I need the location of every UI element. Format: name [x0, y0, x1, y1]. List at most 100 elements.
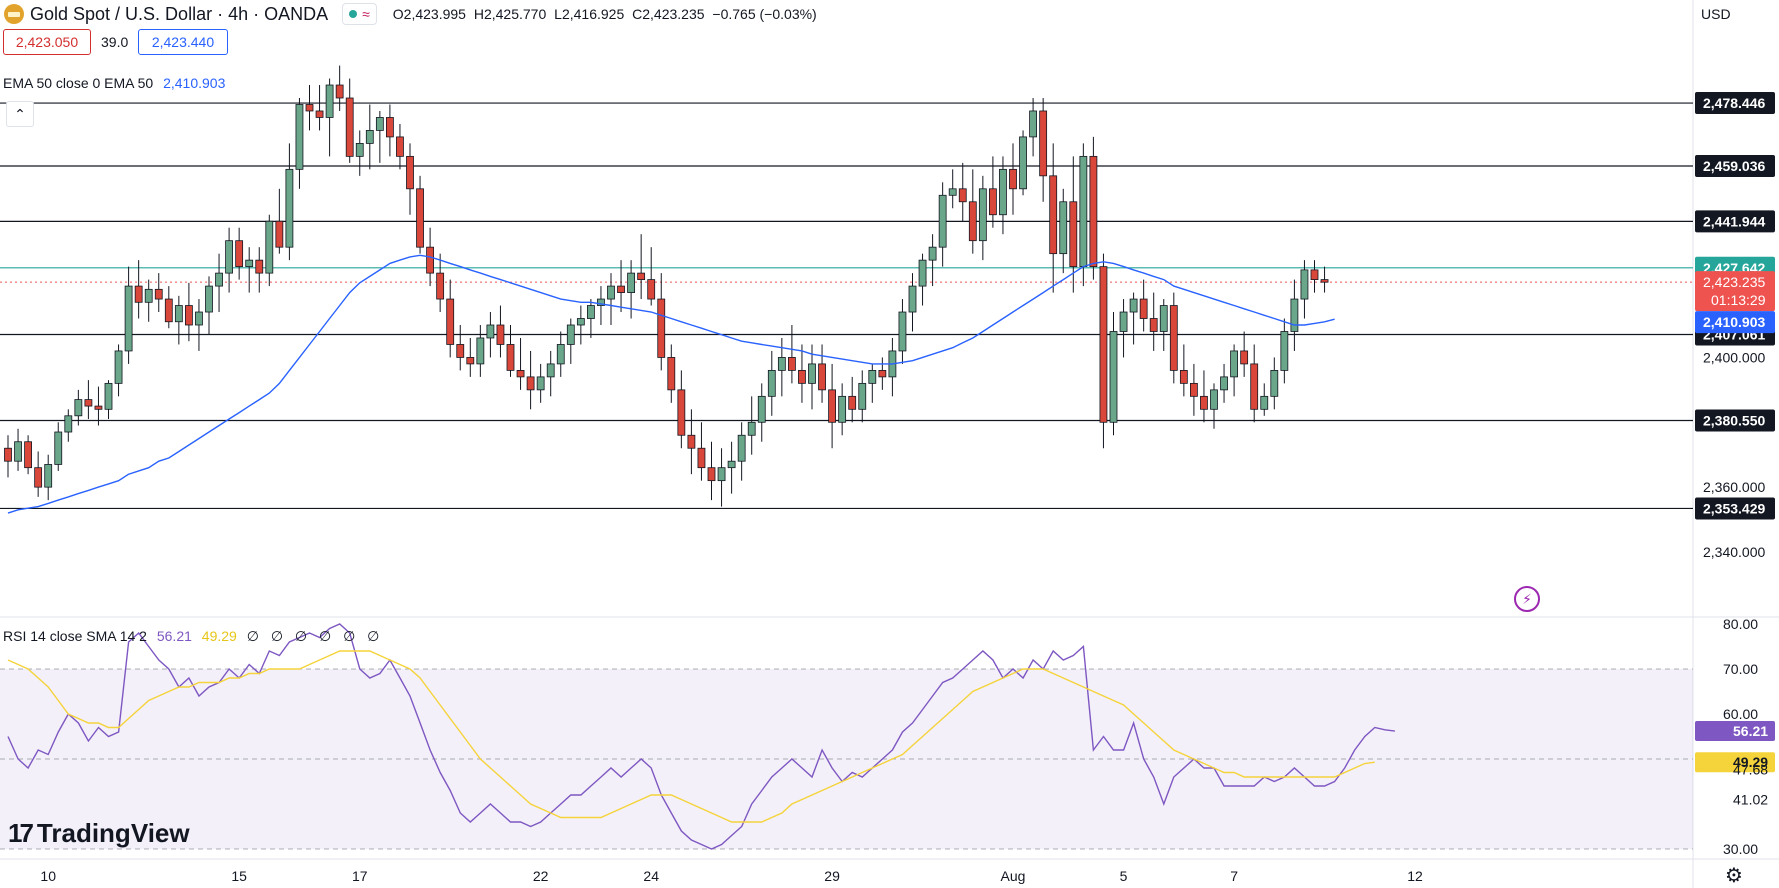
candle-body — [587, 305, 595, 319]
tradingview-mark-icon: 17 — [8, 818, 34, 848]
rsi-tick-label: 30.00 — [1723, 841, 1758, 857]
candle-body — [647, 279, 656, 300]
rsi-tick-label: 60.00 — [1723, 706, 1758, 722]
rsi-legend[interactable]: RSI 14 close SMA 14 2 56.21 49.29 ∅ ∅ ∅ … — [3, 628, 383, 645]
chart-header: Gold Spot / U.S. Dollar · 4h · OANDA ≈ O… — [0, 0, 821, 28]
candle-body — [697, 447, 706, 469]
candle-body — [1039, 110, 1048, 177]
candle-body — [928, 246, 937, 261]
candle-body — [375, 117, 384, 131]
candle-body — [144, 288, 153, 303]
candle-body — [154, 288, 163, 300]
candle-body — [516, 369, 525, 378]
candle-body — [1300, 269, 1309, 300]
candle-body — [657, 298, 666, 358]
candle-body — [808, 363, 816, 384]
candle-body — [707, 467, 716, 482]
candle-body — [305, 104, 314, 112]
rsi-ma-legend-value: 49.29 — [201, 628, 237, 644]
candle-body — [727, 460, 736, 469]
candle-body — [355, 142, 364, 157]
candle-body — [1139, 298, 1148, 319]
candle-body — [617, 285, 625, 293]
candle-body — [4, 447, 12, 462]
candle-body — [1029, 110, 1037, 138]
symbol-title[interactable]: Gold Spot / U.S. Dollar · 4h · OANDA — [30, 3, 329, 24]
candle-body — [104, 382, 113, 410]
chevron-up-icon: ⌃ — [14, 105, 26, 122]
price-axis: 2,340.000 2,360.000 2,400.000 2,478.446 2,45… — [1695, 92, 1775, 857]
candle-body — [406, 155, 414, 190]
rsi-value-tag-bg — [1695, 721, 1775, 742]
candle-body — [597, 298, 605, 306]
candle-body — [114, 350, 123, 384]
candle-body — [1179, 369, 1188, 384]
candle-body — [1109, 331, 1118, 423]
candle-body — [757, 395, 766, 423]
change-value: −0.765 (−0.03%) — [712, 6, 817, 22]
candle-body — [556, 344, 565, 365]
time-tick-label: 12 — [1407, 868, 1423, 884]
time-tick-label: 17 — [352, 868, 368, 884]
candle-body — [717, 467, 726, 482]
candle-body — [174, 305, 183, 323]
candle-body — [838, 395, 847, 423]
rsi-legend-label: RSI 14 close SMA 14 2 — [3, 628, 147, 644]
candle-body — [124, 285, 133, 352]
candle-body — [767, 369, 776, 397]
candle-body — [1059, 201, 1068, 255]
candle-body — [677, 389, 686, 436]
price-tick-label: 2,400.000 — [1703, 349, 1765, 365]
currency-selector[interactable]: USD — [1701, 6, 1731, 22]
candle-body — [385, 117, 394, 138]
level-tag-bg — [1695, 92, 1775, 115]
candle-body — [74, 399, 83, 417]
level-tag: 2,441.944 — [1703, 213, 1765, 229]
candle-body — [44, 464, 53, 488]
low-value: L2,416.925 — [554, 6, 625, 22]
close-value: C2,423.235 — [632, 6, 705, 22]
candle-body — [1049, 175, 1058, 255]
ohlc-readout: O2,423.995 H2,425.770 L2,416.925 C2,423.… — [393, 6, 821, 22]
candle-body — [1320, 279, 1329, 283]
rsi-extra-label: 47.68 — [1733, 761, 1768, 777]
candle-body — [737, 434, 746, 462]
ema-line — [7, 254, 1335, 514]
candle-body — [1250, 363, 1259, 410]
candle-body — [1210, 389, 1218, 410]
rsi-tick-label: 80.00 — [1723, 616, 1758, 632]
tradingview-logo[interactable]: 17 TradingView — [8, 818, 190, 849]
candle-body — [345, 97, 354, 157]
candle-body — [1069, 201, 1078, 268]
candle-body — [667, 357, 676, 391]
candle-body — [999, 168, 1007, 216]
level-tag: 2,380.550 — [1703, 413, 1765, 429]
flash-icon[interactable]: ⚡ — [1514, 586, 1540, 612]
candle-body — [1290, 298, 1299, 332]
candle-body — [948, 188, 957, 196]
candle-body — [94, 405, 103, 410]
gear-icon[interactable]: ⚙ — [1725, 865, 1743, 887]
candle-body — [918, 259, 927, 287]
candle-body — [878, 369, 887, 378]
market-open-dot-icon — [349, 10, 358, 18]
countdown-label: 01:13:29 — [1711, 292, 1766, 308]
candle-body — [1079, 155, 1088, 268]
candle-body — [989, 188, 997, 216]
market-status-pill[interactable]: ≈ — [342, 3, 377, 25]
collapse-legend-button[interactable]: ⌃ — [6, 101, 34, 127]
spread-value: 39.0 — [101, 34, 129, 50]
ema-legend[interactable]: EMA 50 close 0 EMA 50 2,410.903 — [3, 75, 225, 91]
open-value: O2,423.995 — [392, 6, 466, 22]
candle-body — [255, 259, 264, 274]
level-tag: 2,353.429 — [1703, 500, 1765, 516]
candle-body — [1230, 350, 1238, 378]
time-tick-label: 22 — [533, 868, 549, 884]
candle-body — [295, 104, 304, 170]
wave-icon: ≈ — [362, 6, 370, 22]
sell-price-button[interactable]: 2,423.050 — [3, 29, 91, 55]
candle-body — [576, 318, 585, 326]
buy-price-button[interactable]: 2,423.440 — [138, 29, 228, 55]
ema-tag: 2,410.903 — [1703, 314, 1765, 330]
